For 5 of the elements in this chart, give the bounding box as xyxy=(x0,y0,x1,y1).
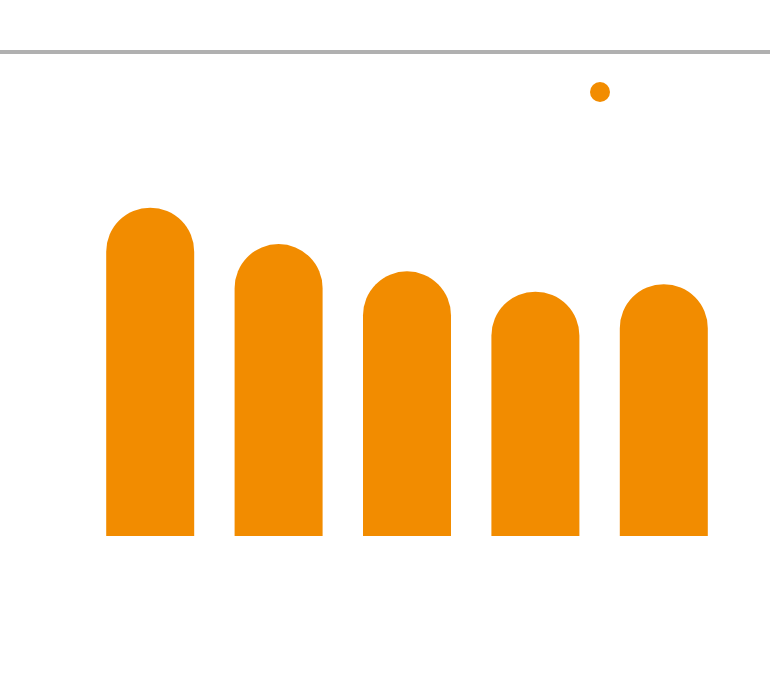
bar xyxy=(234,244,323,536)
bar xyxy=(619,284,708,536)
bar xyxy=(106,207,195,536)
bar xyxy=(363,271,451,536)
bar xyxy=(491,291,580,536)
